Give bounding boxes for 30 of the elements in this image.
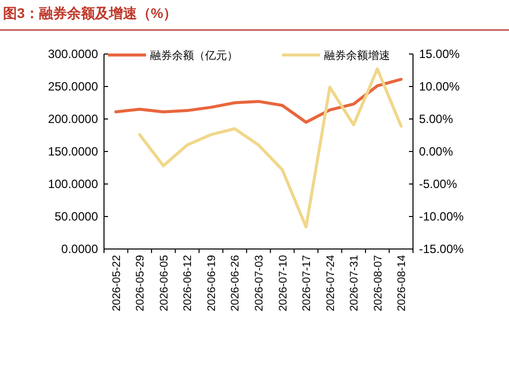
y2-tick-label: 0.00% (419, 144, 454, 158)
x-tick-label: 2026-08-07 (372, 255, 384, 312)
x-tick-label: 2026-06-05 (158, 255, 170, 312)
x-tick-label: 2026-05-29 (134, 255, 147, 312)
title: 图3：融券余额及增速（%） (3, 5, 178, 21)
x-tick-label: 2026-06-19 (206, 255, 218, 312)
y2-tick-label: 5.00% (419, 112, 454, 126)
y2-tick-label: -10.00% (419, 210, 464, 224)
x-tick-label: 2026-06-12 (182, 255, 194, 312)
y2-tick-label: 10.00% (419, 80, 460, 94)
y2-tick-label: -15.00% (419, 242, 464, 256)
y-tick-label: 250.0000 (48, 80, 98, 94)
x-tick-label: 2026-07-10 (277, 255, 290, 312)
x-tick-label: 2026-07-31 (348, 255, 361, 312)
y-tick-label: 150.0000 (48, 144, 98, 158)
x-tick-label: 2026-05-22 (110, 255, 123, 312)
x-tick-label: 2026-07-17 (301, 255, 314, 312)
x-tick-label: 2026-07-24 (324, 255, 337, 312)
y-tick-label: 200.0000 (48, 112, 98, 126)
y2-tick-label: -5.00% (419, 177, 458, 191)
x-tick-label: 2026-07-03 (254, 255, 266, 312)
y-tick-label: 300.0000 (48, 47, 98, 61)
y-tick-label: 0.0000 (61, 242, 98, 256)
x-tick-label: 2026-08-14 (396, 255, 408, 312)
y2-tick-label: 15.00% (419, 47, 460, 61)
legend-label: 融券余额增速 (324, 49, 390, 62)
x-tick-label: 2026-06-26 (230, 255, 242, 312)
y-tick-label: 100.0000 (48, 177, 98, 191)
legend-label: 融券余额（亿元） (150, 49, 238, 62)
y-tick-label: 50.0000 (54, 210, 98, 224)
